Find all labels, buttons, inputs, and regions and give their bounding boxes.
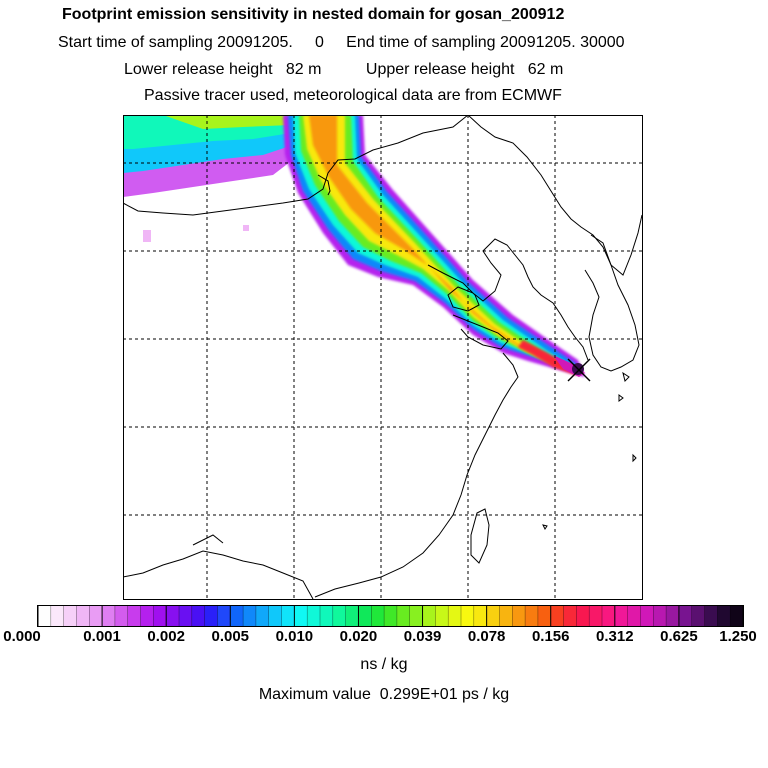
colorbar-cell <box>307 606 321 626</box>
colorbar-units: ns / kg <box>360 656 408 673</box>
colorbar-tick-label: 0.020 <box>339 628 378 645</box>
coastlines <box>123 115 642 599</box>
colorbar-cell <box>499 606 513 626</box>
colorbar-cell <box>204 606 219 626</box>
colorbar-cell <box>371 606 385 626</box>
colorbar-cell <box>217 606 231 626</box>
colorbar-cell <box>63 606 78 626</box>
colorbar-cell <box>332 606 347 626</box>
colorbar-tick-label: 0.005 <box>211 628 250 645</box>
colorbar-cell <box>268 606 283 626</box>
colorbar-tick-label: 0.002 <box>147 628 185 645</box>
colorbar-cell <box>448 606 462 626</box>
colorbar-cell <box>486 606 501 626</box>
colorbar-tick-label: 0.010 <box>275 628 314 645</box>
footprint-map <box>123 115 643 600</box>
taiwan <box>470 508 490 564</box>
colorbar-tick-label: 0.312 <box>596 628 634 645</box>
colorbar-tick-label: 1.250 <box>719 628 757 645</box>
colorbar-cell <box>127 606 142 626</box>
colorbar-cell <box>320 606 334 626</box>
korea-coast <box>584 234 640 372</box>
colorbar-cell <box>717 606 731 626</box>
colorbar-cell <box>614 606 629 626</box>
colorbar-cell <box>281 606 295 626</box>
colorbar-cell <box>255 606 270 626</box>
colorbar-cell <box>550 606 565 626</box>
colorbar-tick-label: 0.078 <box>467 628 506 645</box>
colorbar-cell <box>576 606 590 626</box>
colorbar-cell <box>153 606 167 626</box>
colorbar-cell <box>563 606 577 626</box>
hainan-coast <box>123 550 314 599</box>
colorbar-tick-label: 0.039 <box>403 628 442 645</box>
receptor-marker-icon <box>567 358 591 382</box>
colorbar-cell <box>525 606 539 626</box>
colorbar-cell <box>409 606 424 626</box>
inland-border <box>192 174 331 546</box>
plot-title: Footprint emission sensitivity in nested… <box>62 6 565 23</box>
colorbar-cell <box>589 606 603 626</box>
release-height-line: Lower release height 82 m Upper release … <box>124 61 564 78</box>
colorbar-cell <box>422 606 436 626</box>
colorbar-cell <box>191 606 206 626</box>
colorbar-cell <box>704 606 718 626</box>
bohai-coast <box>427 238 589 361</box>
colorbar-cell <box>678 606 693 626</box>
map-frame <box>123 115 643 600</box>
sampling-time-line: Start time of sampling 20091205. 0 End t… <box>58 34 625 51</box>
china-korea-border <box>467 115 642 276</box>
colorbar-cell <box>230 606 244 626</box>
colorbar-cell <box>76 606 90 626</box>
colorbar-cell <box>38 606 52 626</box>
colorbar-cell <box>473 606 488 626</box>
colorbar-tick-label: 0.001 <box>83 628 121 645</box>
colorbar-cell <box>166 606 180 626</box>
plume-west-core <box>163 115 295 129</box>
colorbar-tick-label: 0.000 <box>3 628 41 645</box>
japan-islands <box>542 371 637 530</box>
colorbar-cell <box>730 606 744 626</box>
colorbar-cell <box>243 606 257 626</box>
colorbar-cell <box>537 606 552 626</box>
colorbar-cell <box>50 606 65 626</box>
plume-band-orange <box>309 115 569 370</box>
colorbar-cell <box>653 606 667 626</box>
colorbar-tick-label: 0.625 <box>660 628 698 645</box>
colorbar-cell <box>691 606 706 626</box>
colorbar <box>37 605 744 627</box>
colorbar-cell <box>640 606 654 626</box>
colorbar-frame <box>37 605 744 627</box>
colorbar-cell <box>396 606 411 626</box>
colorbar-cell <box>102 606 116 626</box>
graticule <box>123 115 642 599</box>
colorbar-cell <box>512 606 526 626</box>
colorbar-cell <box>114 606 129 626</box>
colorbar-cell <box>461 606 475 626</box>
tracer-info-line: Passive tracer used, meteorological data… <box>144 87 562 104</box>
maximum-value-text: Maximum value 0.299E+01 ps / kg <box>258 686 510 703</box>
colorbar-cell <box>179 606 193 626</box>
colorbar-cell <box>384 606 398 626</box>
shandong-coast <box>452 314 509 350</box>
colorbar-tick-label: 0.156 <box>531 628 570 645</box>
colorbar-cell <box>89 606 103 626</box>
colorbar-cell <box>294 606 308 626</box>
footprint-plume <box>123 115 585 377</box>
east-china-coast <box>314 352 519 598</box>
colorbar-cell <box>602 606 616 626</box>
colorbar-cell <box>358 606 372 626</box>
colorbar-cell <box>435 606 449 626</box>
colorbar-cell <box>666 606 680 626</box>
colorbar-cell <box>627 606 642 626</box>
mongolia-border <box>123 115 469 216</box>
colorbar-cell <box>140 606 154 626</box>
colorbar-cell <box>345 606 360 626</box>
